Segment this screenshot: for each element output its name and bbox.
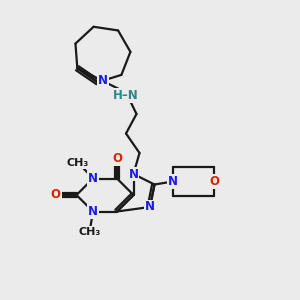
Text: N: N <box>145 200 155 214</box>
Text: CH₃: CH₃ <box>79 226 101 237</box>
Text: H–N: H–N <box>113 89 139 102</box>
Text: O: O <box>51 188 61 202</box>
Text: N: N <box>88 205 98 218</box>
Text: O: O <box>209 175 219 188</box>
Text: N: N <box>167 175 178 188</box>
Text: N: N <box>88 172 98 185</box>
Text: N: N <box>128 167 139 181</box>
Text: O: O <box>112 152 122 165</box>
Text: CH₃: CH₃ <box>67 158 89 168</box>
Text: N: N <box>98 74 108 87</box>
